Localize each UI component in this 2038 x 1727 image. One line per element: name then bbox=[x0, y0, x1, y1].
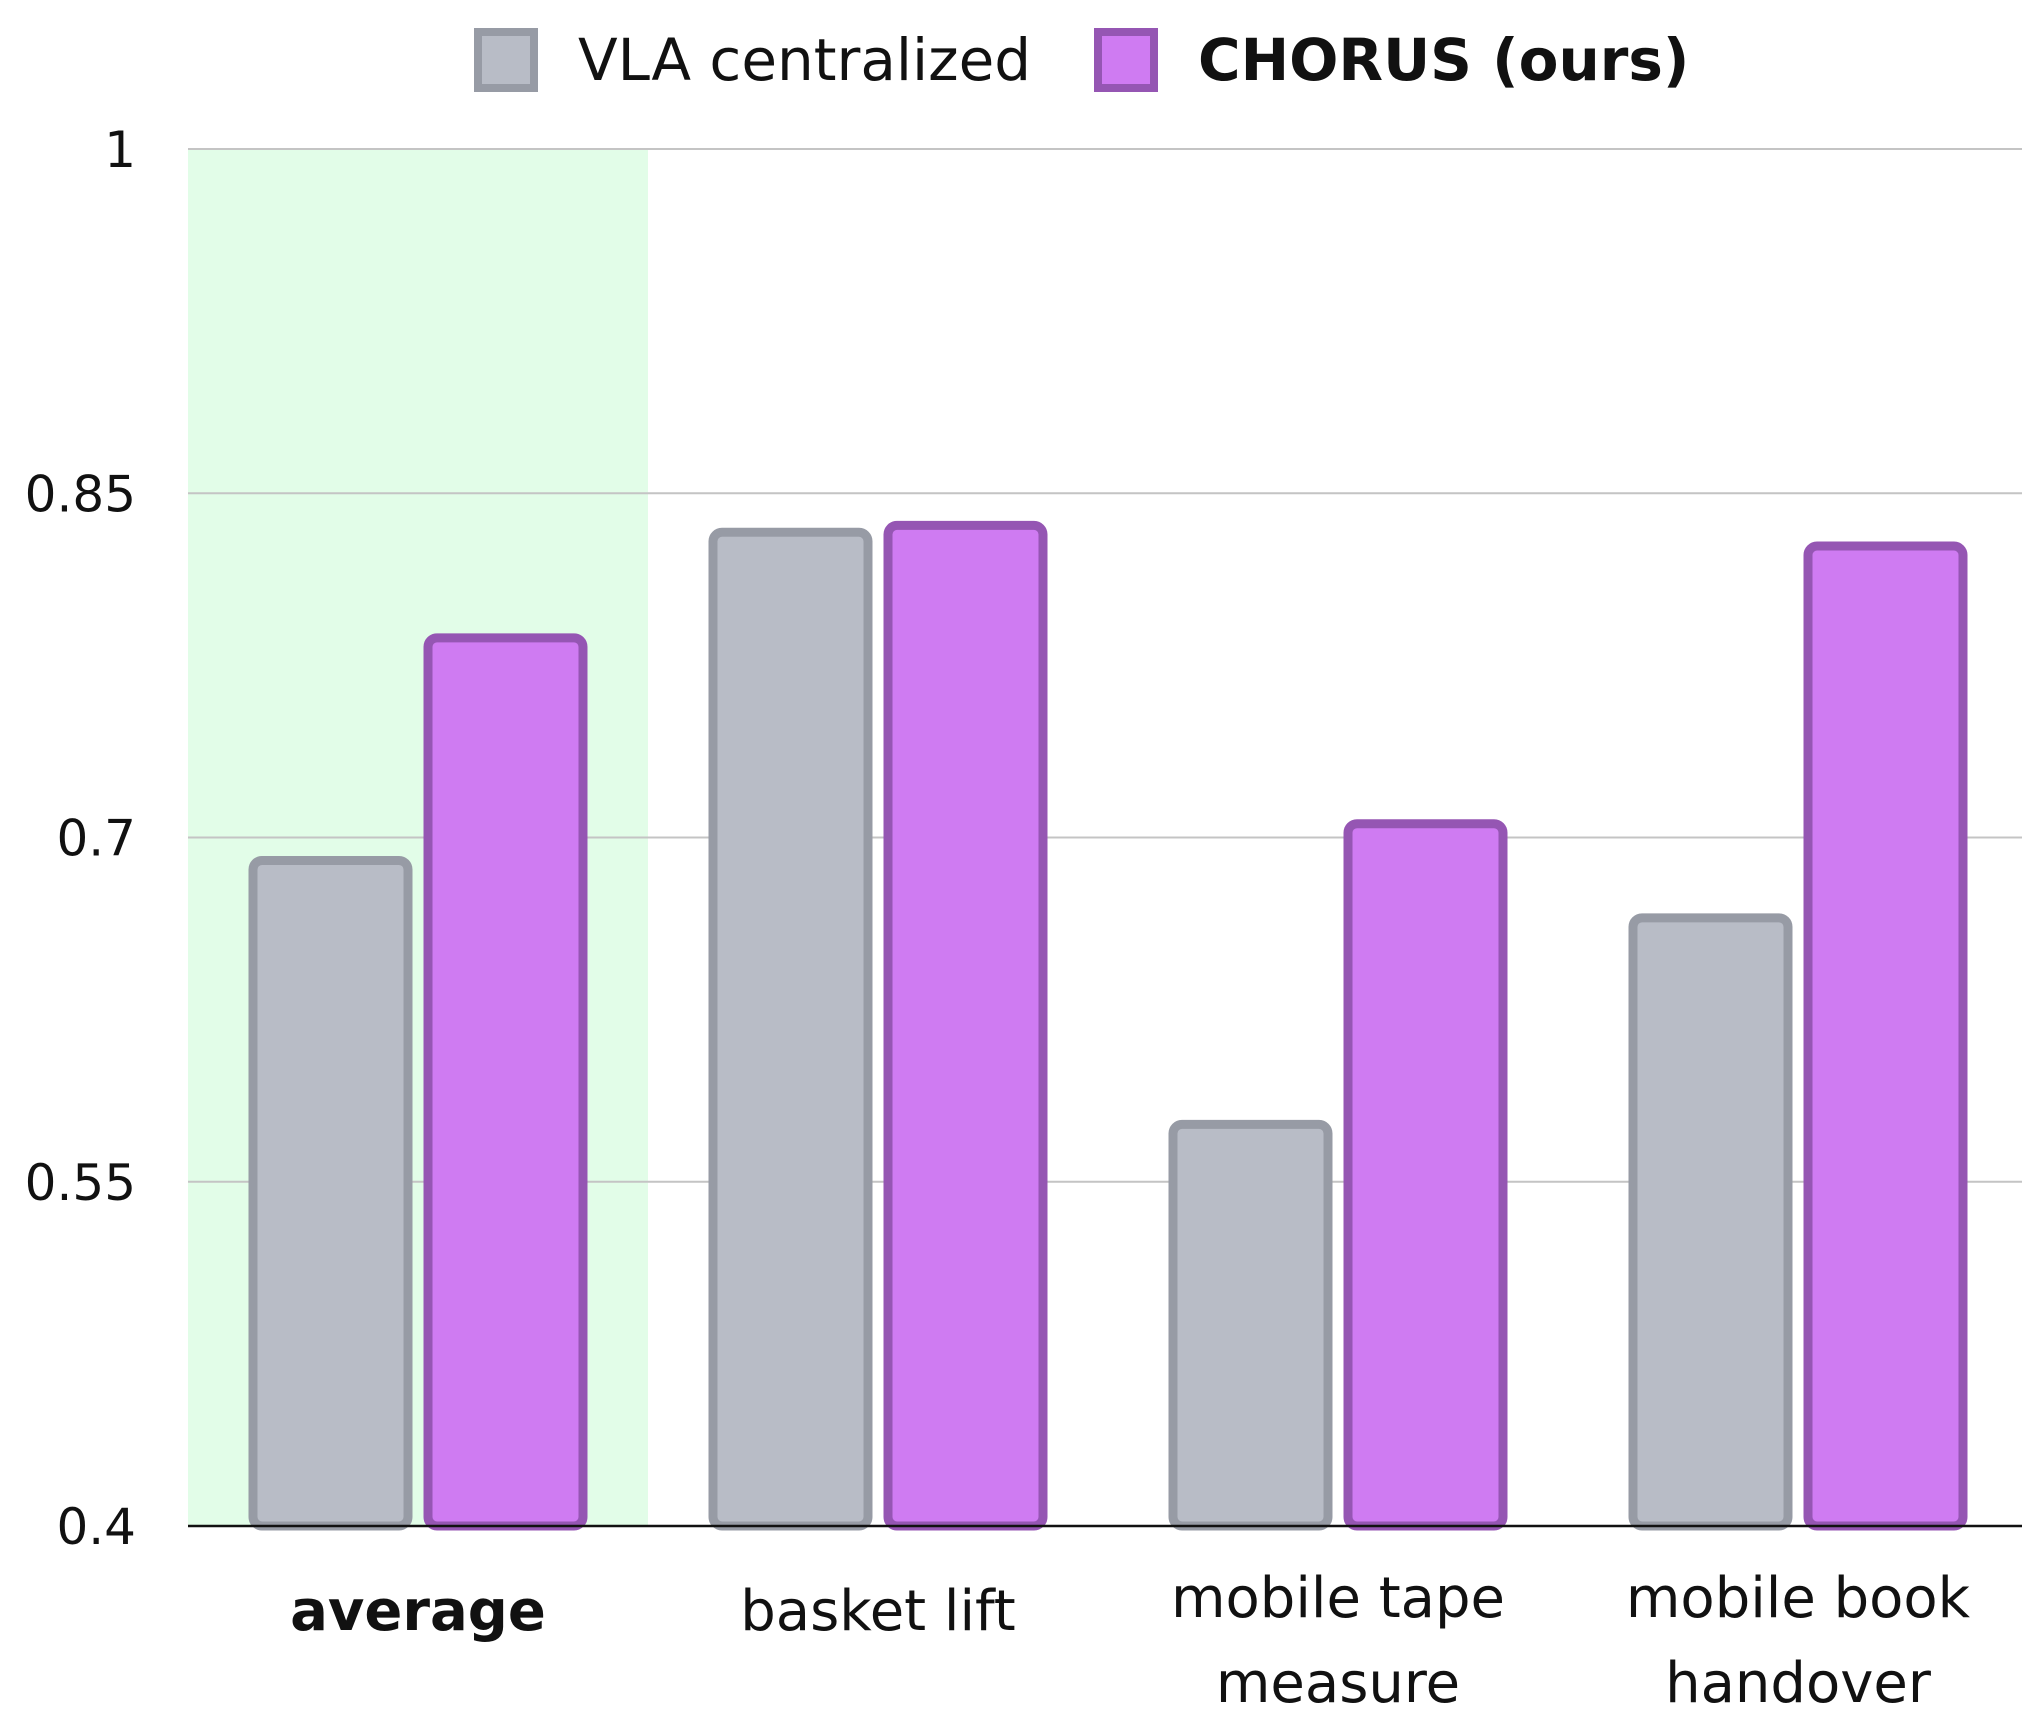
x-category-label: mobile book bbox=[1626, 1566, 1971, 1631]
legend-swatch-vla-centralized bbox=[474, 28, 538, 92]
bar-vla-centralized-3 bbox=[1628, 913, 1793, 1531]
y-tick-label: 0.4 bbox=[56, 1498, 136, 1556]
x-category-label: basket lift bbox=[740, 1579, 1016, 1644]
bars bbox=[248, 520, 1968, 1531]
x-category-label: mobile tape bbox=[1171, 1566, 1505, 1631]
bar-chorus-1 bbox=[883, 520, 1048, 1531]
y-axis-ticks: 1 0.85 0.7 0.55 0.4 bbox=[25, 121, 136, 1556]
x-category-label: average bbox=[290, 1579, 546, 1644]
bar-vla-centralized-1 bbox=[708, 527, 873, 1531]
y-tick-label: 0.85 bbox=[25, 465, 136, 523]
y-tick-label: 1 bbox=[104, 121, 136, 179]
x-axis-labels: average basket lift mobile tape measure mobi… bbox=[290, 1566, 1971, 1716]
x-category-label: measure bbox=[1216, 1651, 1460, 1716]
x-category-label: handover bbox=[1665, 1651, 1932, 1716]
bar-chorus-3 bbox=[1803, 541, 1968, 1531]
bar-chorus-2 bbox=[1343, 819, 1508, 1531]
bar-chorus-0 bbox=[423, 633, 588, 1531]
legend-label-vla-centralized: VLA centralized bbox=[578, 26, 1031, 94]
y-tick-label: 0.55 bbox=[25, 1154, 136, 1212]
legend-swatch-chorus bbox=[1094, 28, 1158, 92]
legend-label-chorus: CHORUS (ours) bbox=[1198, 26, 1689, 94]
bar-vla-centralized-0 bbox=[248, 855, 413, 1531]
legend: VLA centralized CHORUS (ours) bbox=[474, 26, 1689, 94]
y-tick-label: 0.7 bbox=[56, 810, 136, 868]
bar-vla-centralized-2 bbox=[1168, 1119, 1333, 1531]
